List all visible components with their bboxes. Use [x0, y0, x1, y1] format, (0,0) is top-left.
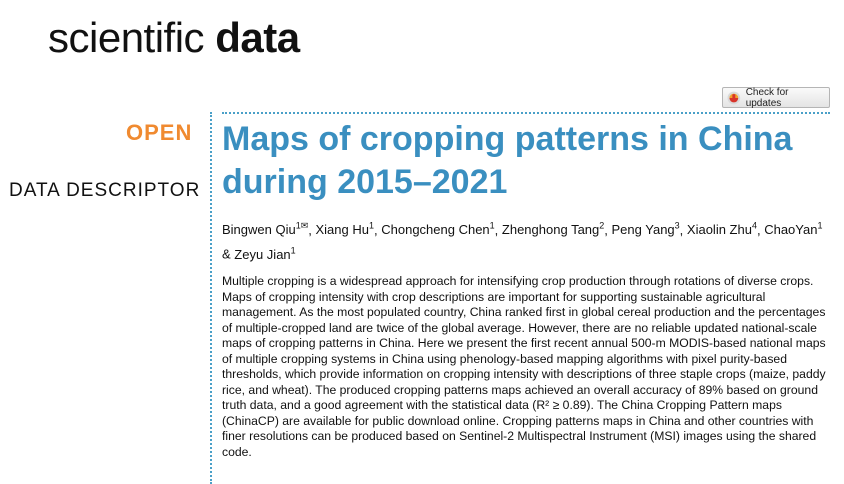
column-divider: [210, 112, 212, 484]
author-name-text: Zeyu Jian: [234, 246, 291, 262]
author-name-text: Xiang Hu: [315, 222, 369, 238]
check-for-updates-button[interactable]: Check for updates: [722, 86, 830, 109]
author-separator: ,: [308, 222, 316, 238]
author-affiliation: 1: [290, 245, 296, 256]
author-name[interactable]: Zhenghong Tang2: [501, 221, 605, 238]
author-name-text: Bingwen Qiu: [222, 222, 296, 238]
article-type-label: DATA DESCRIPTOR: [9, 180, 201, 201]
author-separator: ,: [679, 222, 687, 238]
abstract: Multiple cropping is a widespread approa…: [222, 274, 826, 459]
author-name-text: Chongcheng Chen: [381, 222, 490, 238]
open-access-label: OPEN: [126, 120, 193, 145]
check-for-updates-icon: [727, 91, 741, 104]
author-affiliation: 4: [751, 221, 757, 231]
author-separator: ,: [374, 222, 382, 238]
author-separator: &: [222, 246, 235, 262]
author-affiliation: 1: [368, 221, 374, 231]
header-divider: [222, 112, 830, 114]
author-affiliation: 1: [817, 221, 823, 231]
author-name[interactable]: Peng Yang3: [611, 221, 680, 238]
journal-name-bold: data: [215, 14, 300, 61]
author-separator: ,: [494, 222, 502, 238]
article-title: Maps of cropping patterns in China durin…: [222, 120, 793, 201]
author-name[interactable]: Bingwen Qiu1✉: [222, 221, 309, 238]
author-name[interactable]: Chongcheng Chen1: [381, 221, 495, 238]
check-for-updates-label: Check for updates: [745, 86, 789, 109]
author-separator: ,: [756, 222, 765, 238]
author-name[interactable]: ChaoYan1: [764, 221, 823, 238]
author-affiliation: 2: [599, 221, 605, 231]
author-affiliation: 1: [489, 221, 495, 231]
author-name-text: Xiaolin Zhu: [686, 222, 752, 238]
journal-name-light: scientific: [48, 14, 205, 61]
author-name-text: Zhenghong Tang: [501, 222, 600, 238]
author-affiliation: 1✉: [295, 221, 309, 231]
author-list: Bingwen Qiu1✉, Xiang Hu1, Chongcheng Che…: [222, 216, 834, 265]
author-affiliation: 3: [674, 221, 680, 231]
author-name-text: Peng Yang: [611, 222, 675, 238]
journal-logo: scientific data: [48, 10, 300, 66]
author-name[interactable]: Zeyu Jian1: [234, 245, 296, 262]
author-name-text: ChaoYan: [764, 222, 818, 238]
author-separator: ,: [604, 222, 612, 238]
author-name[interactable]: Xiaolin Zhu4: [686, 221, 757, 238]
author-name[interactable]: Xiang Hu1: [315, 221, 375, 238]
